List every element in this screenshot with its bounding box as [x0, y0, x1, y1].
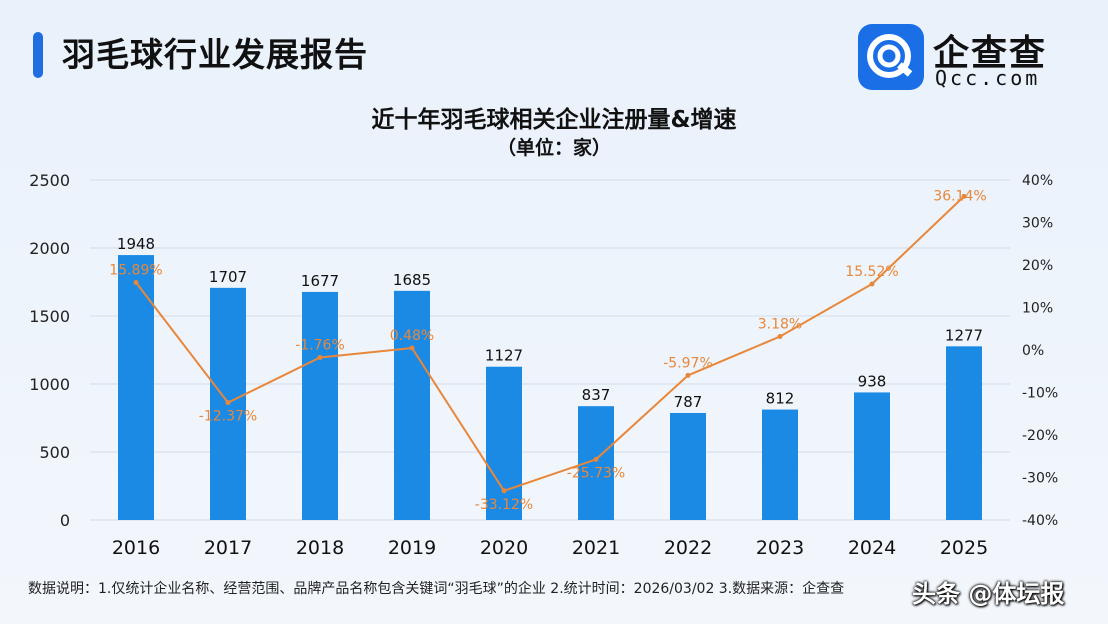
- y-right-tick-label: 40%: [1022, 173, 1053, 189]
- growth-value-label: -25.73%: [567, 465, 625, 481]
- bar: [762, 409, 798, 520]
- bar-value-label: 1685: [393, 271, 431, 289]
- x-tick-label: 2017: [204, 537, 252, 559]
- growth-point: [777, 333, 783, 339]
- growth-point: [133, 279, 139, 285]
- bar-value-label: 1707: [209, 268, 247, 286]
- y-right-tick-label: 0%: [1022, 343, 1044, 359]
- qcc-logo-icon: [858, 24, 924, 90]
- bar: [946, 346, 982, 520]
- y-left-tick-label: 1500: [29, 307, 70, 326]
- growth-point: [409, 345, 415, 351]
- growth-value-label: 3.18%: [758, 316, 802, 332]
- bar: [118, 255, 154, 520]
- bar-value-label: 787: [674, 393, 703, 411]
- x-tick-label: 2018: [296, 537, 344, 559]
- bar-value-label: 938: [858, 372, 887, 390]
- y-left-tick-label: 500: [39, 443, 70, 462]
- bar: [854, 392, 890, 520]
- growth-value-label: 15.89%: [109, 262, 162, 278]
- x-tick-label: 2025: [940, 537, 988, 559]
- qcc-logo-mark-icon: [867, 34, 913, 78]
- x-tick-label: 2023: [756, 537, 804, 559]
- y-right-tick-label: -40%: [1022, 513, 1058, 529]
- growth-point: [869, 281, 875, 287]
- bar: [670, 412, 706, 520]
- chart-title: 近十年羽毛球相关企业注册量&增速: [371, 107, 737, 133]
- x-tick-label: 2020: [480, 537, 528, 559]
- growth-point: [225, 400, 231, 406]
- y-right-tick-label: 30%: [1022, 216, 1053, 232]
- report-title: 羽毛球行业发展报告: [62, 35, 368, 74]
- growth-point: [501, 488, 507, 494]
- growth-value-label: -1.76%: [295, 337, 345, 353]
- growth-value-label: -12.37%: [199, 409, 257, 425]
- y-left-tick-label: 2000: [29, 239, 70, 258]
- y-right-tick-label: -20%: [1022, 428, 1058, 444]
- growth-value-label: 0.48%: [390, 328, 434, 344]
- title-accent-bar: [33, 32, 43, 78]
- bar: [302, 291, 338, 520]
- x-tick-label: 2022: [664, 537, 712, 559]
- bar: [394, 290, 430, 520]
- bar: [486, 366, 522, 520]
- logo-name: 企查查: [933, 33, 1048, 74]
- data-footnote: 数据说明：1.仅统计企业名称、经营范围、品牌产品名称包含关键词“羽毛球”的企业 …: [28, 581, 845, 597]
- chart-subtitle: （单位：家）: [496, 137, 611, 159]
- y-left-tick-label: 1000: [29, 375, 70, 394]
- bar-value-label: 837: [582, 386, 611, 404]
- bar-value-label: 812: [766, 390, 795, 408]
- y-right-tick-label: -10%: [1022, 386, 1058, 402]
- x-tick-label: 2024: [848, 537, 896, 559]
- y-right-tick-label: 20%: [1022, 258, 1053, 274]
- growth-value-label: 36.14%: [933, 188, 986, 204]
- x-tick-label: 2019: [388, 537, 436, 559]
- growth-value-label: -5.97%: [663, 355, 713, 371]
- y-left-tick-label: 0: [60, 511, 70, 530]
- bar-value-label: 1677: [301, 272, 339, 290]
- growth-point: [317, 354, 323, 360]
- y-right-tick-label: -30%: [1022, 471, 1058, 487]
- growth-value-label: 15.52%: [845, 264, 898, 280]
- growth-point: [593, 456, 599, 462]
- growth-point: [961, 193, 967, 199]
- growth-value-label: -33.12%: [475, 497, 533, 513]
- x-tick-label: 2021: [572, 537, 620, 559]
- growth-line: [135, 195, 965, 492]
- bar-value-label: 1277: [945, 326, 983, 344]
- logo-domain: Qcc.com: [935, 66, 1041, 90]
- x-tick-label: 2016: [112, 537, 160, 559]
- bar-value-label: 1948: [117, 235, 155, 253]
- bar-value-label: 1127: [485, 347, 523, 365]
- y-right-tick-label: 10%: [1022, 301, 1053, 317]
- watermark: 头条 @体坛报: [912, 580, 1065, 608]
- growth-point: [685, 372, 691, 378]
- y-left-tick-label: 2500: [29, 171, 70, 190]
